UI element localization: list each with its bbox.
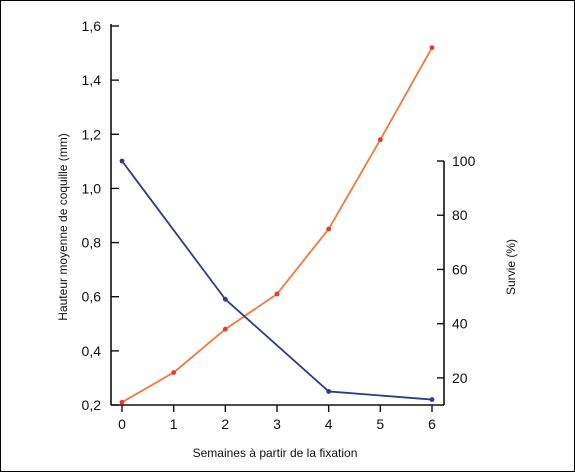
data-point <box>377 137 383 143</box>
data-point <box>429 397 435 402</box>
data-point <box>119 158 125 164</box>
data-point <box>222 326 228 332</box>
y2-tick-label: 40 <box>452 316 468 332</box>
data-point <box>119 399 125 405</box>
x-tick-label: 6 <box>428 416 436 432</box>
y-tick-label: 1,2 <box>82 126 102 142</box>
data-point <box>222 296 228 302</box>
y-tick-label: 1,4 <box>82 72 102 88</box>
y2-tick-label: 20 <box>452 370 468 386</box>
x-tick-label: 4 <box>325 416 333 432</box>
x-axis-title: Semaines à partir de la fixation <box>193 446 358 460</box>
axes: 0,2 0,4 0,6 0,8 1,0 1,2 1,4 1,6 0 1 2 3 4 5 6 20 40 60 80 1… <box>82 18 476 432</box>
y2-axis-title: Survie (%) <box>504 239 518 295</box>
data-point <box>274 291 280 297</box>
y-tick-label: 0,6 <box>82 289 102 305</box>
y2-tick-label: 100 <box>452 153 476 169</box>
x-tick-label: 2 <box>221 416 229 432</box>
data-point <box>326 226 332 232</box>
data-point <box>171 370 177 375</box>
series-group <box>119 45 435 405</box>
y-axis-title: Hauteur moyenne de coquille (mm) <box>56 133 70 320</box>
y-tick-label: 1,0 <box>82 180 102 196</box>
x-tick-label: 1 <box>170 416 178 432</box>
series-line-1 <box>121 47 433 404</box>
series-line-2 <box>121 160 433 401</box>
y-tick-label: 0,8 <box>82 235 102 251</box>
y-tick-label: 0,4 <box>82 343 102 359</box>
y2-tick-label: 60 <box>452 261 468 277</box>
y-tick-label: 1,6 <box>82 18 102 34</box>
x-tick-label: 0 <box>118 416 126 432</box>
data-point <box>326 389 332 394</box>
y-tick-label: 0,2 <box>82 397 102 413</box>
x-tick-label: 3 <box>273 416 281 432</box>
y2-tick-label: 80 <box>452 207 468 223</box>
data-point <box>429 45 435 51</box>
x-tick-label: 5 <box>376 416 384 432</box>
